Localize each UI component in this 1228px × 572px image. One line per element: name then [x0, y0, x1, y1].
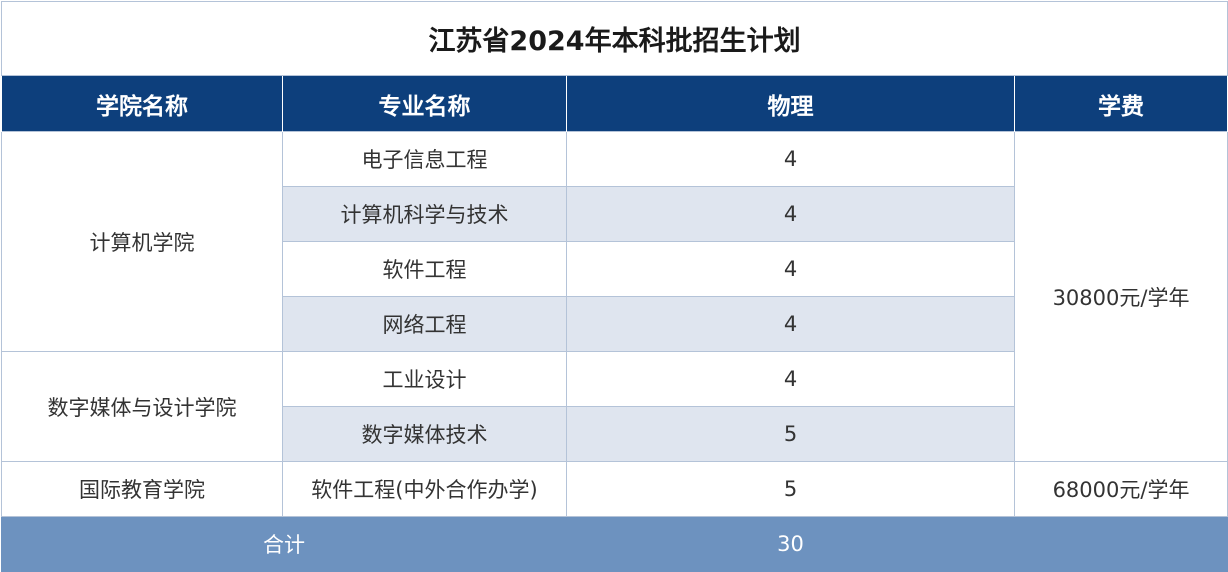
college-cell: 计算机学院 — [1, 131, 283, 352]
count-cell: 4 — [566, 296, 1015, 352]
total-count: 30 — [566, 516, 1015, 572]
header-cell: 学费 — [1013, 75, 1228, 132]
major-cell: 计算机科学与技术 — [282, 186, 567, 242]
table-title: 江苏省2024年本科批招生计划 — [0, 1, 1228, 76]
college-cell: 国际教育学院 — [1, 461, 283, 517]
fee-cell: 30800元/学年 — [1013, 131, 1228, 462]
major-cell: 软件工程(中外合作办学) — [282, 461, 567, 517]
header-cell: 学院名称 — [1, 75, 283, 132]
count-cell: 4 — [566, 131, 1015, 187]
count-cell: 5 — [566, 406, 1015, 462]
total-empty — [1013, 516, 1228, 572]
count-cell: 5 — [566, 461, 1015, 517]
major-cell: 软件工程 — [282, 241, 567, 297]
count-cell: 4 — [566, 241, 1015, 297]
count-cell: 4 — [566, 186, 1015, 242]
college-cell: 数字媒体与设计学院 — [1, 351, 283, 462]
header-cell: 物理 — [566, 75, 1015, 132]
major-cell: 工业设计 — [282, 351, 567, 407]
header-cell: 专业名称 — [282, 75, 567, 132]
major-cell: 电子信息工程 — [282, 131, 567, 187]
total-label: 合计 — [1, 516, 567, 572]
major-cell: 数字媒体技术 — [282, 406, 567, 462]
major-cell: 网络工程 — [282, 296, 567, 352]
count-cell: 4 — [566, 351, 1015, 407]
fee-cell: 68000元/学年 — [1013, 461, 1228, 517]
